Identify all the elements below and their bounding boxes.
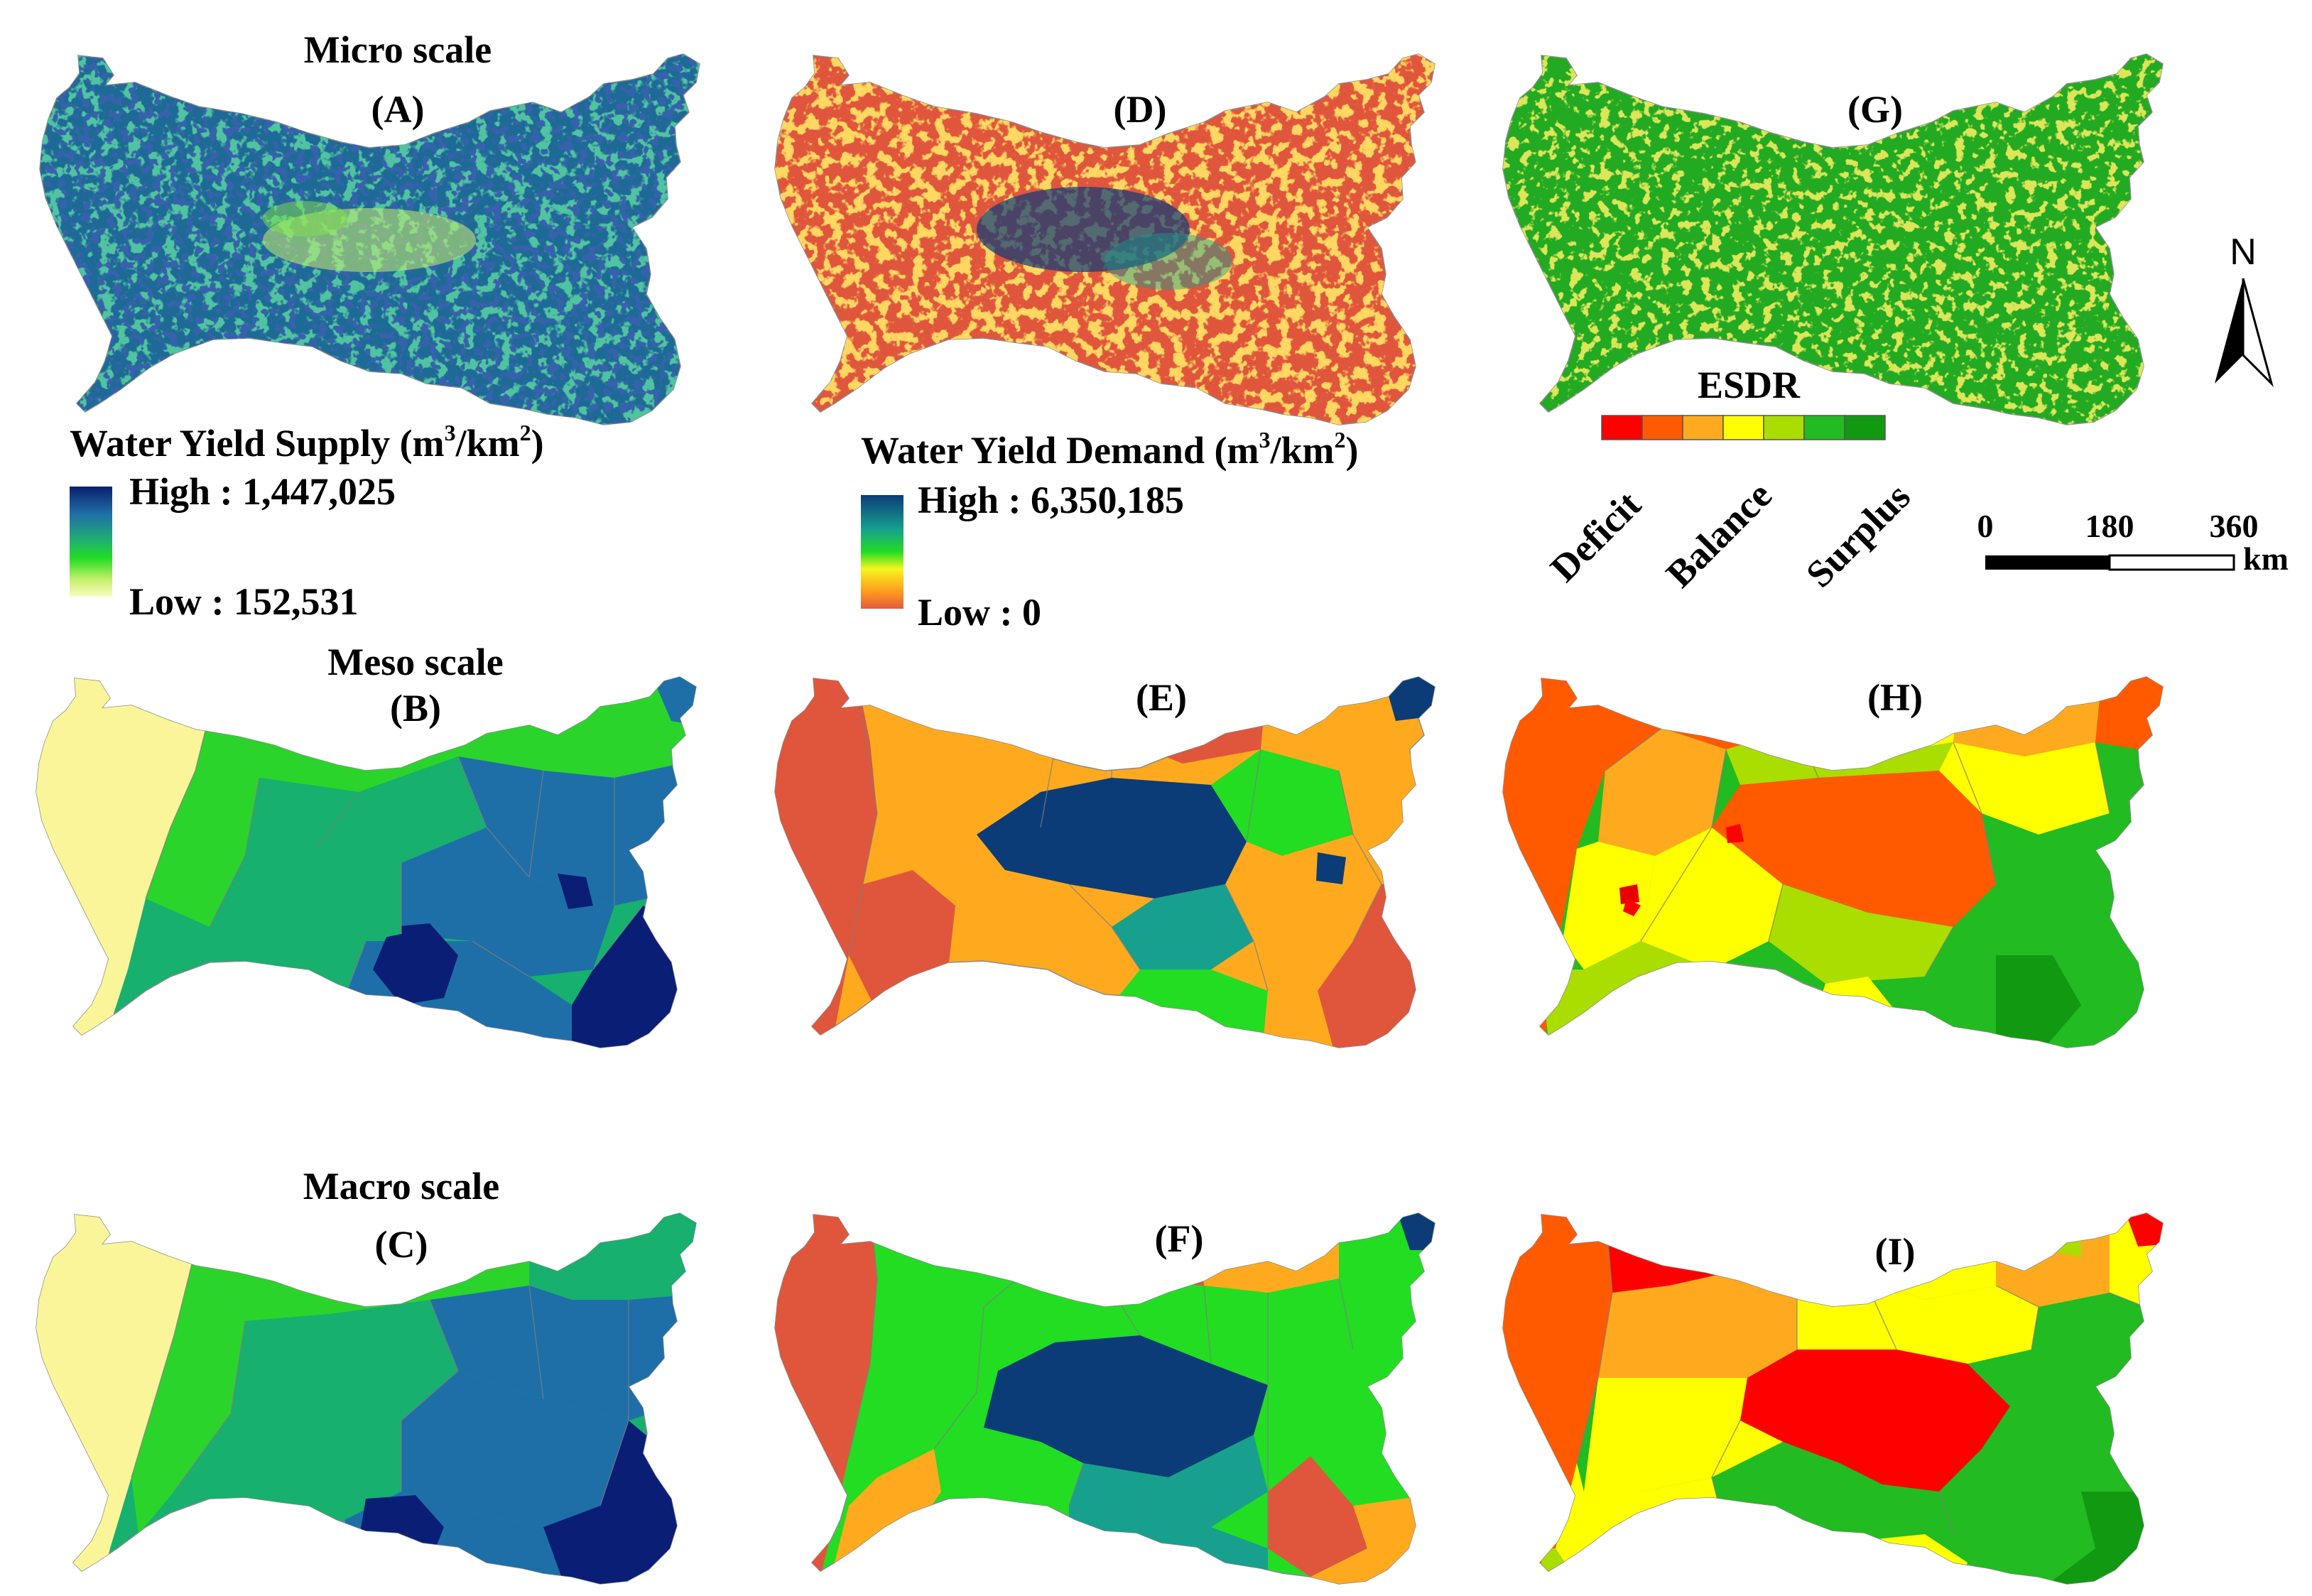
legend-esdr-swatch-2 (1641, 415, 1683, 440)
scale-bar-tick-360: 360 (2210, 508, 2259, 544)
panel-label-c: (C) (375, 1223, 428, 1266)
legend-esdr: ESDR Deficit Balance Surplus (1542, 364, 1918, 595)
legend-esdr-title: ESDR (1698, 364, 1801, 406)
legend-esdr-swatch-5 (1763, 415, 1805, 440)
panel-label-h: (H) (1867, 676, 1923, 719)
north-arrow: N (2215, 232, 2274, 388)
map-panel-f (774, 1212, 1435, 1585)
panel-label-i: (I) (1875, 1230, 1916, 1273)
row-title-micro: Micro scale (304, 28, 492, 71)
panel-label-e: (E) (1136, 676, 1187, 719)
panel-label-a: (A) (371, 88, 425, 131)
legend-supply-low: Low : 152,531 (129, 580, 359, 623)
legend-demand-ramp (861, 495, 903, 609)
legend-demand-title: Water Yield Demand (m3/km2) (861, 427, 1358, 472)
legend-supply-high: High : 1,447,025 (129, 470, 396, 513)
legend-esdr-swatch-3 (1682, 415, 1724, 440)
legend-esdr-swatch-6 (1803, 415, 1845, 440)
legend-supply: Water Yield Supply (m3/km2) High : 1,447… (70, 420, 544, 623)
scale-bar: 0 180 360 km (1977, 508, 2289, 577)
scale-bar-unit: km (2243, 541, 2289, 577)
legend-esdr-swatch-7 (1844, 415, 1886, 440)
map-panel-d (774, 53, 1435, 425)
map-panel-i (1502, 1212, 2164, 1585)
legend-esdr-balance: Balance (1658, 474, 1780, 596)
legend-esdr-swatches (1601, 415, 1886, 440)
panel-label-f: (F) (1155, 1217, 1204, 1260)
map-panel-e (774, 676, 1435, 1048)
legend-esdr-deficit: Deficit (1542, 483, 1649, 590)
map-panel-b (36, 676, 697, 1048)
legend-demand: Water Yield Demand (m3/km2) High : 6,350… (861, 427, 1358, 634)
panel-label-d: (D) (1114, 88, 1167, 131)
row-title-macro: Macro scale (303, 1165, 499, 1207)
legend-esdr-swatch-1 (1601, 415, 1643, 440)
scale-bar-tick-180: 180 (2085, 508, 2134, 544)
north-arrow-label: N (2230, 232, 2257, 273)
legend-supply-ramp (70, 487, 112, 597)
legend-supply-title: Water Yield Supply (m3/km2) (70, 420, 544, 465)
legend-esdr-surplus: Surplus (1798, 475, 1918, 596)
scale-bar-tick-0: 0 (1977, 508, 1994, 544)
legend-esdr-swatch-4 (1722, 415, 1764, 440)
panel-label-b: (B) (390, 687, 441, 729)
legend-demand-high: High : 6,350,185 (918, 479, 1184, 521)
row-title-meso: Meso scale (327, 641, 503, 683)
map-panel-g (1502, 53, 2164, 425)
north-arrow-icon (2215, 278, 2243, 384)
map-panel-c (36, 1212, 697, 1585)
map-panel-h (1502, 676, 2164, 1048)
legend-demand-low: Low : 0 (918, 591, 1041, 634)
panel-label-g: (G) (1847, 88, 1903, 131)
